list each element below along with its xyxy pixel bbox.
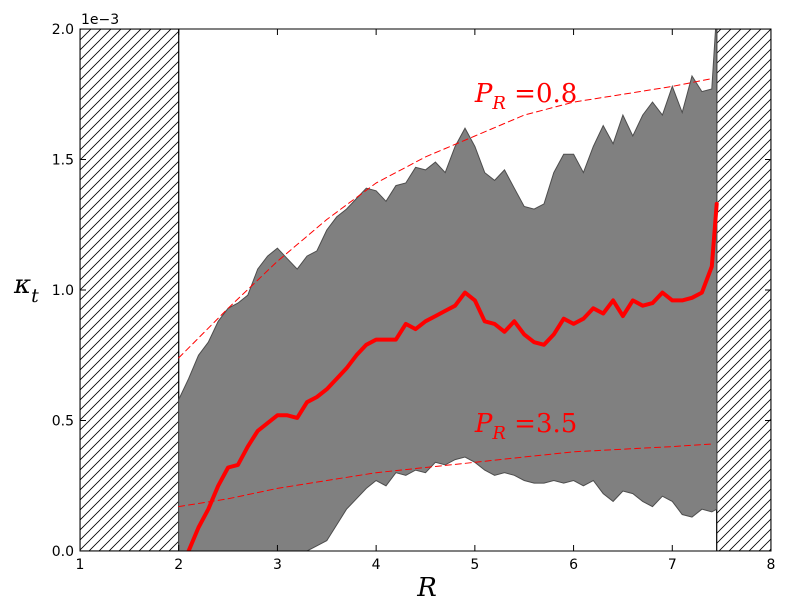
dashed-curve-2 [178, 443, 713, 508]
x-tick-label: 7 [668, 557, 677, 573]
excluded-region-1 [80, 29, 180, 551]
annotation-2: PR =3.5 [474, 409, 577, 444]
annotation-symbol: P [474, 79, 493, 109]
x-tick-label: 1 [76, 557, 85, 573]
x-axis-label: R [416, 573, 437, 603]
annotation-subscript: R [491, 423, 506, 444]
y-tick-label: 0.5 [52, 414, 74, 430]
y-offset-text: 1e−3 [81, 12, 119, 28]
x-tick-label: 6 [569, 557, 578, 573]
annotation-symbol: P [474, 409, 493, 439]
x-tick-label: 8 [767, 557, 776, 573]
annotation-value: =0.8 [506, 79, 577, 109]
annotation-1: PR =0.8 [474, 79, 577, 114]
y-tick-label: 1.0 [52, 283, 74, 299]
y-tick-label: 2.0 [52, 22, 74, 38]
y-axis-label: κt [13, 270, 39, 307]
y-tick-label: 0.0 [52, 544, 74, 560]
y-axis-label-subscript: t [31, 285, 39, 307]
y-axis-label-symbol: κ [13, 270, 31, 300]
mean-curve [186, 201, 719, 551]
y-tick-label: 1.5 [52, 153, 74, 169]
annotation-subscript: R [491, 93, 506, 114]
x-tick-label: 4 [372, 557, 381, 573]
annotation-value: =3.5 [506, 409, 577, 439]
uncertainty-band [178, 29, 718, 551]
x-tick-label: 5 [470, 557, 479, 573]
excluded-region-2 [716, 29, 771, 551]
x-tick-label: 3 [273, 557, 282, 573]
x-tick-label: 2 [174, 557, 183, 573]
